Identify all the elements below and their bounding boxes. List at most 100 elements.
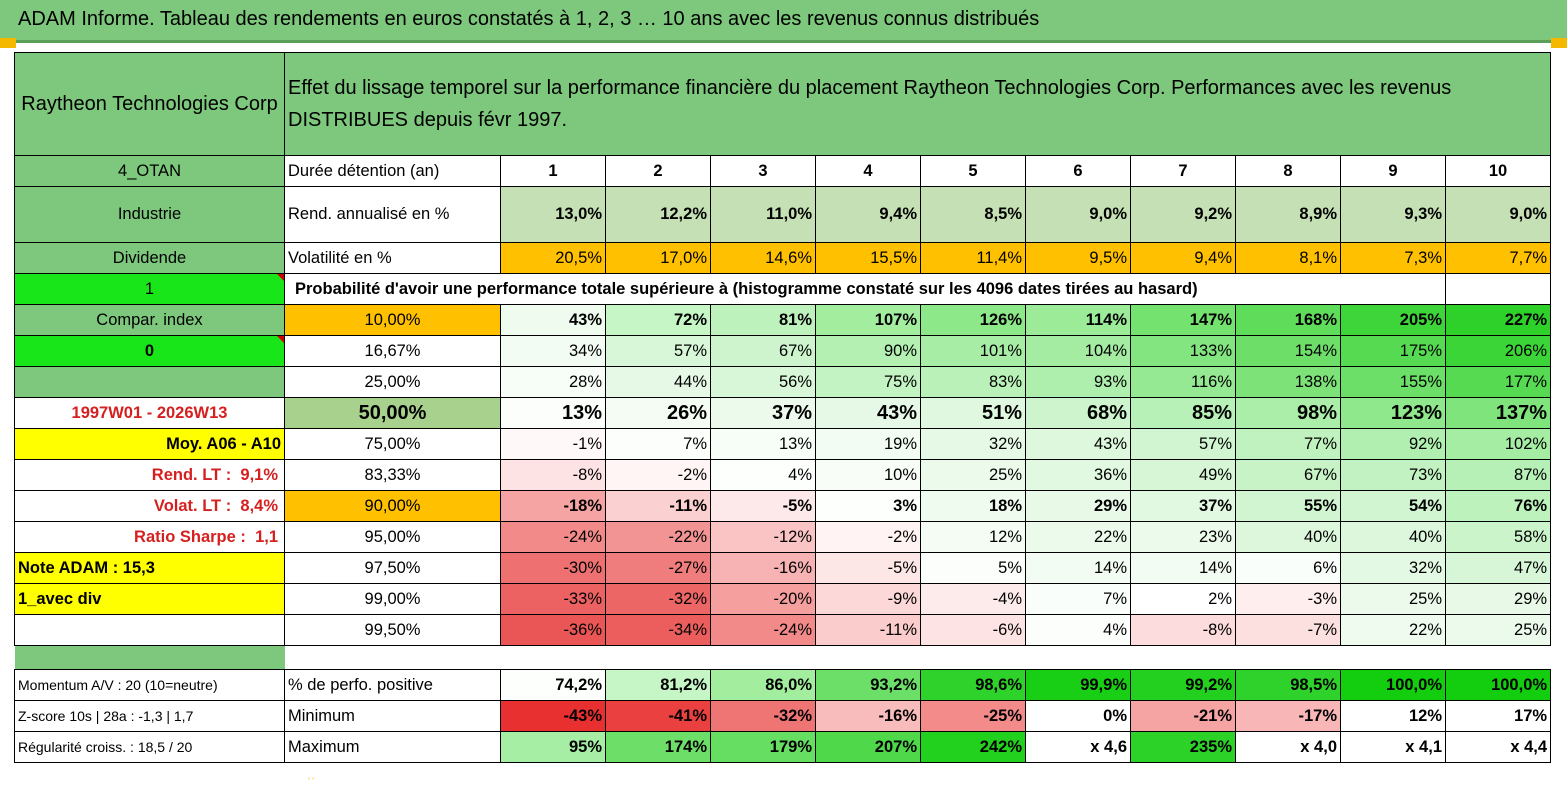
- rend-row: Industrie Rend. annualisé en % 13,0% 12,…: [14, 186, 1552, 243]
- summary-label-cell: % de perfo. positive: [284, 669, 501, 701]
- probability-value-cell: -8%: [1130, 614, 1236, 646]
- probability-value-cell: 147%: [1130, 304, 1236, 336]
- moy-cell: Moy. A06 - A10: [14, 428, 285, 460]
- probability-value-cell: -22%: [605, 521, 711, 553]
- probability-value-cell: 73%: [1340, 459, 1446, 491]
- probability-value-cell: 32%: [920, 428, 1026, 460]
- threshold-cell: 99,50%: [284, 614, 501, 646]
- compar-index-cell: Compar. index: [14, 304, 285, 336]
- performance-table: Raytheon Technologies Corp Effet du liss…: [14, 52, 1552, 763]
- probability-value-cell: 205%: [1340, 304, 1446, 336]
- empty-cell: [1444, 273, 1552, 305]
- rend-cell: 8,9%: [1235, 186, 1341, 243]
- probability-value-cell: 76%: [1444, 490, 1552, 522]
- probability-value-cell: 25%: [920, 459, 1026, 491]
- probability-value-cell: 77%: [1235, 428, 1341, 460]
- probability-row: 1997W01 - 2026W13 50,00% 13% 26% 37% 43% 51% 68…: [14, 397, 1552, 429]
- year-cell: 3: [710, 155, 816, 187]
- period-cell: 1997W01 - 2026W13: [14, 397, 285, 429]
- duree-label: Durée détention (an): [284, 155, 501, 187]
- rend-cell: 8,5%: [920, 186, 1026, 243]
- summary-value-cell: 98,6%: [920, 669, 1026, 701]
- performance-table-wrap: Raytheon Technologies Corp Effet du liss…: [14, 52, 1552, 763]
- metric-label: Rend. LT :: [151, 465, 232, 484]
- threshold-cell: 99,00%: [284, 583, 501, 615]
- probability-value-cell: 5%: [920, 552, 1026, 584]
- probability-value-cell: 75%: [815, 366, 921, 398]
- summary-value-cell: 95%: [500, 731, 606, 763]
- probability-value-cell: 206%: [1444, 335, 1552, 367]
- summary-side-cell: Z-score 10s | 28a : -1,3 | 1,7: [14, 700, 285, 732]
- probability-value-cell: 29%: [1025, 490, 1131, 522]
- probability-value-cell: 40%: [1235, 521, 1341, 553]
- probability-value-cell: -24%: [710, 614, 816, 646]
- probability-value-cell: -12%: [710, 521, 816, 553]
- probability-value-cell: 37%: [710, 397, 816, 429]
- probability-value-cell: 155%: [1340, 366, 1446, 398]
- avec-div-cell: 1_avec div: [14, 583, 285, 615]
- year-cell: 7: [1130, 155, 1236, 187]
- probability-value-cell: -3%: [1235, 583, 1341, 615]
- probability-value-cell: 51%: [920, 397, 1026, 429]
- metric-label: Ratio Sharpe :: [134, 527, 246, 546]
- summary-value-cell: 174%: [605, 731, 711, 763]
- metric-value: 8,4%: [240, 496, 278, 515]
- probability-value-cell: 36%: [1025, 459, 1131, 491]
- probability-value-cell: 83%: [920, 366, 1026, 398]
- volat-cell: 7,3%: [1340, 242, 1446, 274]
- probability-value-cell: -11%: [605, 490, 711, 522]
- probability-value-cell: -36%: [500, 614, 606, 646]
- rend-cell: 9,0%: [1444, 186, 1552, 243]
- probability-value-cell: 25%: [1444, 614, 1552, 646]
- probability-value-cell: -8%: [500, 459, 606, 491]
- threshold-cell: 83,33%: [284, 459, 501, 491]
- probability-value-cell: 2%: [1130, 583, 1236, 615]
- threshold-cell: 97,50%: [284, 552, 501, 584]
- probability-row: 1_avec div 99,00% -33% -32% -20% -9% -4% 7% 2% -3…: [14, 583, 1552, 615]
- probability-value-cell: 123%: [1340, 397, 1446, 429]
- probability-value-cell: 102%: [1444, 428, 1552, 460]
- year-cell: 2: [605, 155, 711, 187]
- summary-label-cell: Maximum: [284, 731, 501, 763]
- summary-value-cell: 86,0%: [710, 669, 816, 701]
- probability-value-cell: 104%: [1025, 335, 1131, 367]
- year-cell: 10: [1444, 155, 1552, 187]
- volat-cell: 14,6%: [710, 242, 816, 274]
- year-cell: 6: [1025, 155, 1131, 187]
- flag-one-cell: 1: [14, 273, 285, 305]
- probability-value-cell: 227%: [1444, 304, 1552, 336]
- rend-cell: 9,3%: [1340, 186, 1446, 243]
- probability-value-cell: -20%: [710, 583, 816, 615]
- metric-label: Volat. LT :: [153, 496, 232, 515]
- separator-blank: [285, 646, 1551, 670]
- summary-value-cell: 207%: [815, 731, 921, 763]
- probability-value-cell: -4%: [920, 583, 1026, 615]
- probability-value-cell: 14%: [1130, 552, 1236, 584]
- probability-value-cell: 43%: [500, 304, 606, 336]
- years-row: 4_OTAN Durée détention (an) 1 2 3 4 5 6 …: [14, 155, 1552, 187]
- probability-value-cell: 137%: [1444, 397, 1552, 429]
- metric-value: 1,1: [255, 527, 278, 546]
- blank-green-cell: [14, 366, 285, 398]
- summary-value-cell: 100,0%: [1340, 669, 1446, 701]
- sector-cell: Industrie: [14, 186, 285, 243]
- company-name: Raytheon Technologies Corp: [14, 52, 285, 156]
- probability-value-cell: -5%: [815, 552, 921, 584]
- probability-value-cell: 29%: [1444, 583, 1552, 615]
- right-marker: [1551, 38, 1567, 48]
- probability-value-cell: -16%: [710, 552, 816, 584]
- probability-value-cell: -32%: [605, 583, 711, 615]
- positive-row: Momentum A/V : 20 (10=neutre)% de perfo.…: [14, 669, 1552, 701]
- probability-row: Rend. LT : 9,1% 83,33% -8% -2% 4% 10% 25% 36% 49…: [14, 459, 1552, 491]
- probability-value-cell: -2%: [815, 521, 921, 553]
- probability-value-cell: 4%: [1025, 614, 1131, 646]
- rend-label: Rend. annualisé en %: [284, 186, 501, 243]
- summary-value-cell: 12%: [1340, 700, 1446, 732]
- probability-value-cell: 93%: [1025, 366, 1131, 398]
- header-row: Raytheon Technologies Corp Effet du liss…: [14, 52, 1552, 156]
- probability-value-cell: -11%: [815, 614, 921, 646]
- separator-green: [14, 645, 285, 670]
- probability-value-cell: 116%: [1130, 366, 1236, 398]
- threshold-cell: 90,00%: [284, 490, 501, 522]
- probability-value-cell: 67%: [710, 335, 816, 367]
